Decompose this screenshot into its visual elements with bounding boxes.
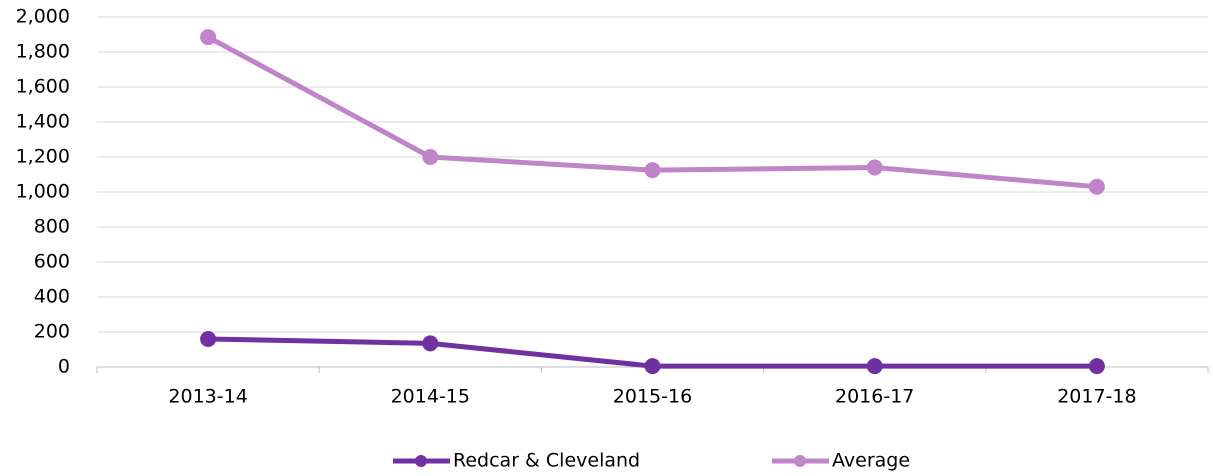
marker xyxy=(866,358,883,375)
marker xyxy=(422,335,439,352)
x-tick-label: 2015-16 xyxy=(613,386,692,408)
marker xyxy=(200,29,217,46)
y-tick-label: 800 xyxy=(34,216,70,238)
legend-marker xyxy=(794,455,806,467)
y-tick-label: 1,000 xyxy=(16,181,70,203)
marker xyxy=(866,159,883,176)
marker xyxy=(422,149,439,165)
y-tick-label: 0 xyxy=(58,356,70,378)
x-tick-label: 2016-17 xyxy=(835,386,914,408)
y-tick-label: 1,400 xyxy=(16,111,70,133)
y-tick-label: 1,800 xyxy=(16,41,70,63)
x-tick-label: 2014-15 xyxy=(391,386,470,408)
marker xyxy=(644,162,661,179)
marker xyxy=(1088,358,1105,375)
legend-label: Redcar & Cleveland xyxy=(453,450,640,472)
x-tick-label: 2017-18 xyxy=(1057,386,1136,408)
y-tick-label: 600 xyxy=(34,251,70,273)
marker xyxy=(200,331,217,347)
y-tick-label: 200 xyxy=(34,321,70,343)
y-tick-label: 2,000 xyxy=(16,6,70,28)
y-tick-label: 1,200 xyxy=(16,146,70,168)
legend-marker xyxy=(415,455,427,467)
y-tick-label: 1,600 xyxy=(16,76,70,98)
x-tick-label: 2013-14 xyxy=(168,386,247,408)
marker xyxy=(644,358,661,375)
y-tick-label: 400 xyxy=(34,286,70,308)
marker xyxy=(1088,178,1105,195)
legend-label: Average xyxy=(832,450,910,472)
